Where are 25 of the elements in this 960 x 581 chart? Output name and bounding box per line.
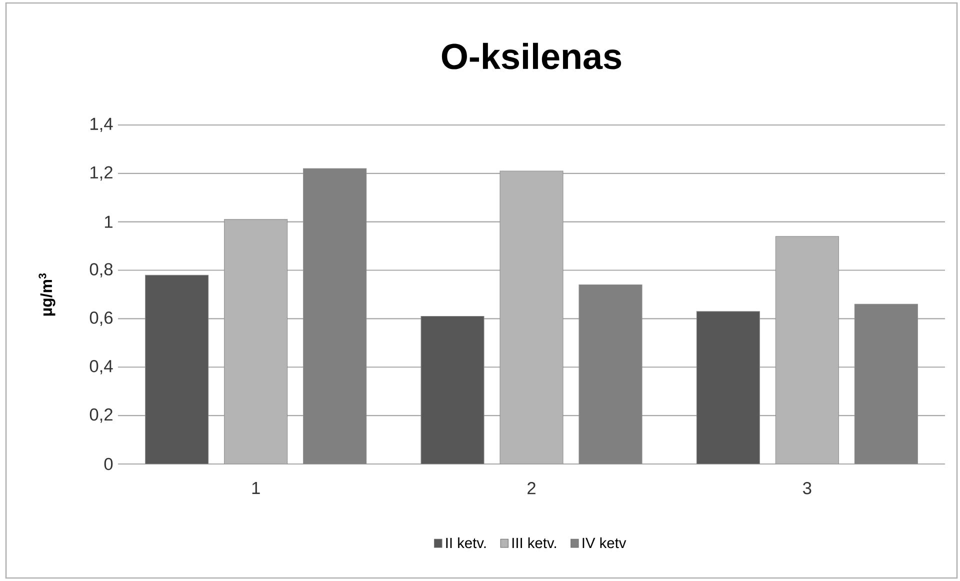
y-axis-title: µg/m$^{3}$ (38, 273, 56, 316)
y-tick-label: 1 (104, 216, 112, 228)
bar (775, 236, 839, 464)
y-tick-label: 1,4 (90, 118, 113, 132)
bar (224, 219, 288, 464)
legend-label: III ketv. (512, 537, 556, 548)
bar (303, 168, 367, 464)
bar (420, 316, 484, 464)
y-tick-label: 0,6 (90, 312, 113, 326)
bar (854, 304, 918, 464)
chart-title: O-ksilenas (442, 42, 622, 70)
bar (696, 311, 760, 464)
y-tick-label: 0 (104, 458, 113, 470)
x-tick-label: 3 (803, 482, 812, 494)
legend-label: II ketv. (446, 537, 486, 548)
bar (578, 284, 642, 464)
x-tick-label: 1 (252, 482, 260, 494)
bar (145, 274, 209, 464)
y-tick-label: 0,4 (90, 360, 113, 374)
y-tick-label: 1,2 (90, 166, 112, 181)
y-tick-label: 0,2 (90, 408, 112, 423)
bar (500, 170, 564, 464)
legend-label: IV ketv (582, 537, 626, 548)
x-tick-label: 2 (528, 482, 536, 494)
y-tick-label: 0,8 (90, 263, 113, 278)
